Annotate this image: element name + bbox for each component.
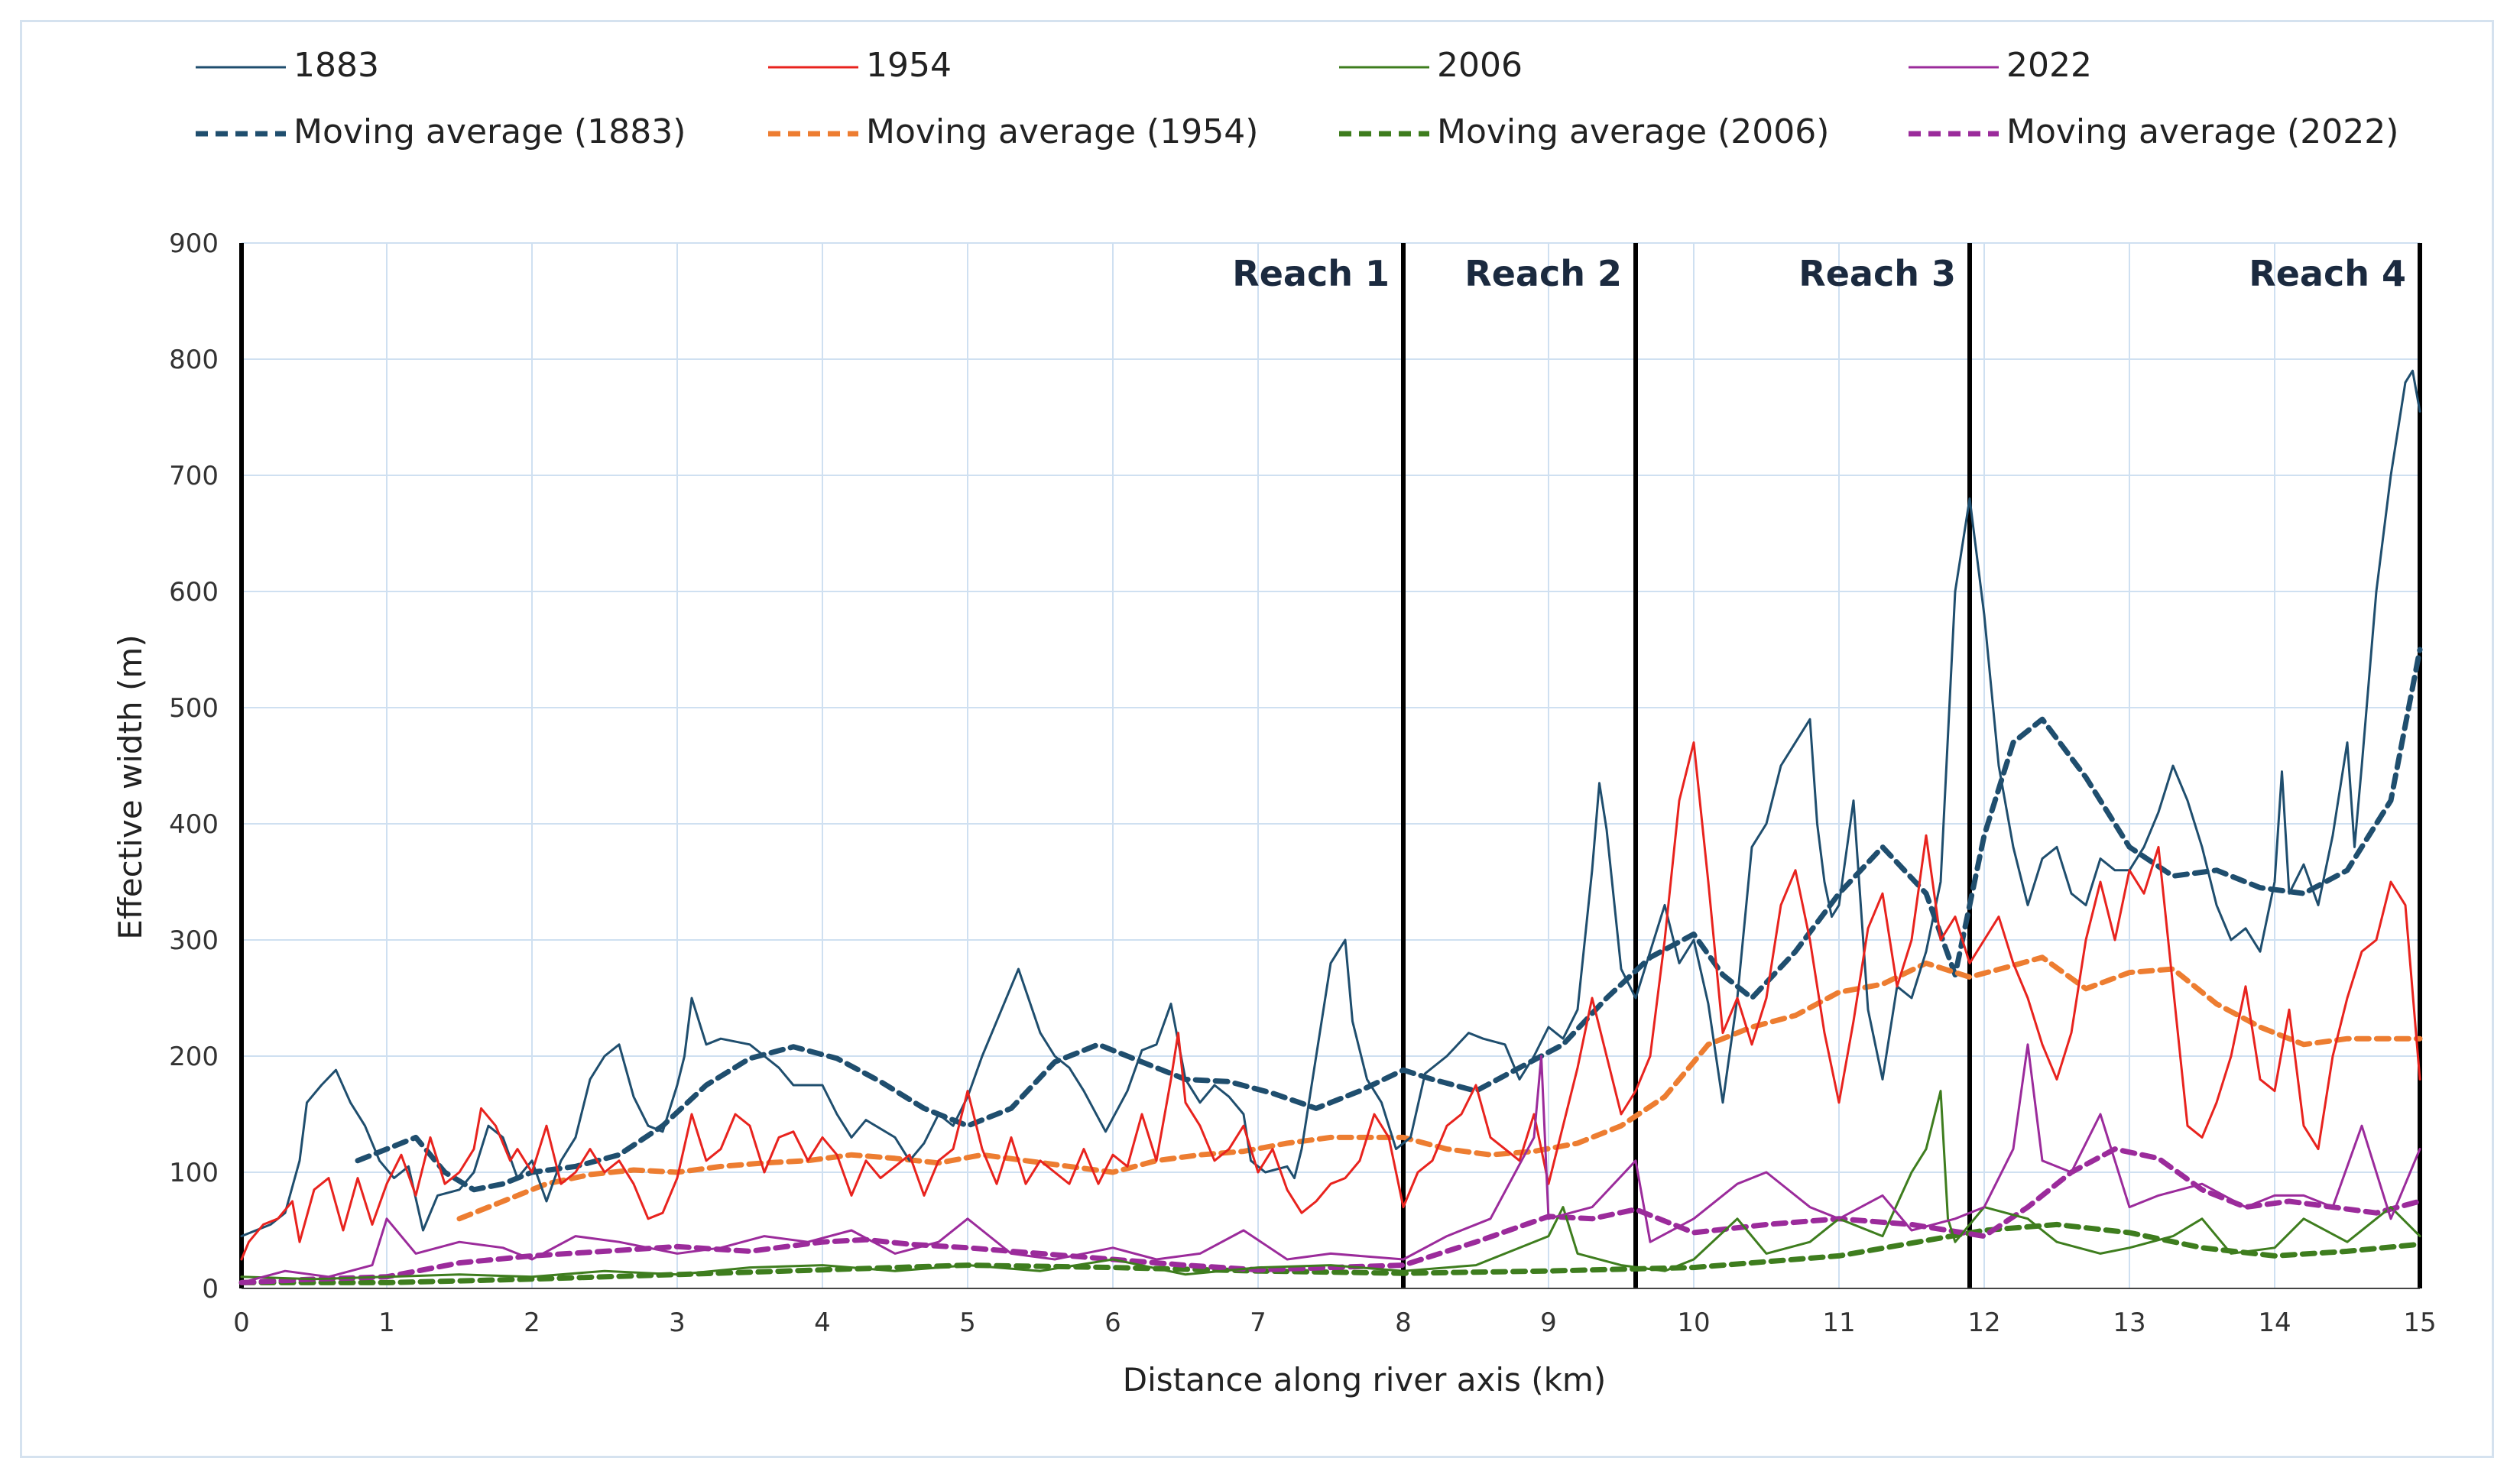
y-tick-label: 900 [169,228,219,259]
chart-frame [20,20,2494,1458]
x-axis-label: Distance along river axis (km) [1123,1361,1606,1398]
x-tick-label: 14 [2258,1308,2291,1338]
y-tick-label: 300 [169,925,219,956]
x-tick-label: 13 [2113,1308,2145,1338]
reach-label: Reach 2 [1464,253,1622,294]
y-tick-label: 800 [169,345,219,375]
series-line-1883 [240,369,2421,1238]
y-axis-label: Effective width (m) [112,634,149,939]
reach-labels: Reach 1 Reach 2 Reach 3 Reach 4 [1232,253,2406,294]
x-tick-label: 1 [378,1308,395,1338]
legend-label: 2006 [1437,46,1523,85]
y-tick-label: 500 [169,693,219,724]
series-line-moving-average-2022 [238,1146,2423,1285]
y-tick-label: 700 [169,461,219,491]
y-tick-label: 0 [202,1274,219,1304]
x-tick-label: 8 [1395,1308,1412,1338]
series-line-2022 [240,1043,2421,1284]
legend-label: 1883 [294,46,379,85]
legend: 1883 1954 2006 2022 Moving average (1883) Mov… [196,46,2398,151]
reach-label: Reach 3 [1798,253,1956,294]
x-tick-label: 7 [1250,1308,1266,1338]
y-tick-label: 600 [169,577,219,608]
series-line-moving-average-1883 [355,647,2423,1193]
x-tick-label: 5 [959,1308,976,1338]
x-tick-label: 11 [1822,1308,1855,1338]
x-tick-label: 15 [2403,1308,2436,1338]
series-line-2006 [240,1090,2421,1281]
x-tick-label: 12 [1967,1308,2000,1338]
reach-dividers [239,243,2422,1288]
y-tick-label: 100 [169,1158,219,1188]
x-tick-label: 2 [524,1308,540,1338]
y-tick-label: 400 [169,809,219,840]
series-line-1954 [240,741,2421,1261]
grid [241,242,2421,1289]
x-tick-label: 10 [1677,1308,1710,1338]
x-tick-label: 9 [1540,1308,1557,1338]
series-layer [238,369,2423,1285]
x-tick-label: 3 [669,1308,686,1338]
legend-label: Moving average (1954) [866,112,1258,151]
reach-label: Reach 1 [1232,253,1390,294]
x-tick-label: 6 [1104,1308,1121,1338]
legend-label: Moving average (1883) [294,112,686,151]
x-tick-label: 0 [233,1308,250,1338]
series-line-moving-average-1954 [456,954,2423,1222]
legend-label: Moving average (2006) [1437,112,1829,151]
y-tick-label: 200 [169,1042,219,1072]
x-tick-label: 4 [814,1308,831,1338]
axes: 0 1 2 3 4 5 6 7 8 9 10 11 12 13 14 15010020030040050060… [169,228,2437,1338]
reach-label: Reach 4 [2249,253,2406,294]
legend-label: 2022 [2006,46,2092,85]
legend-label: Moving average (2022) [2006,112,2398,151]
legend-label: 1954 [866,46,952,85]
